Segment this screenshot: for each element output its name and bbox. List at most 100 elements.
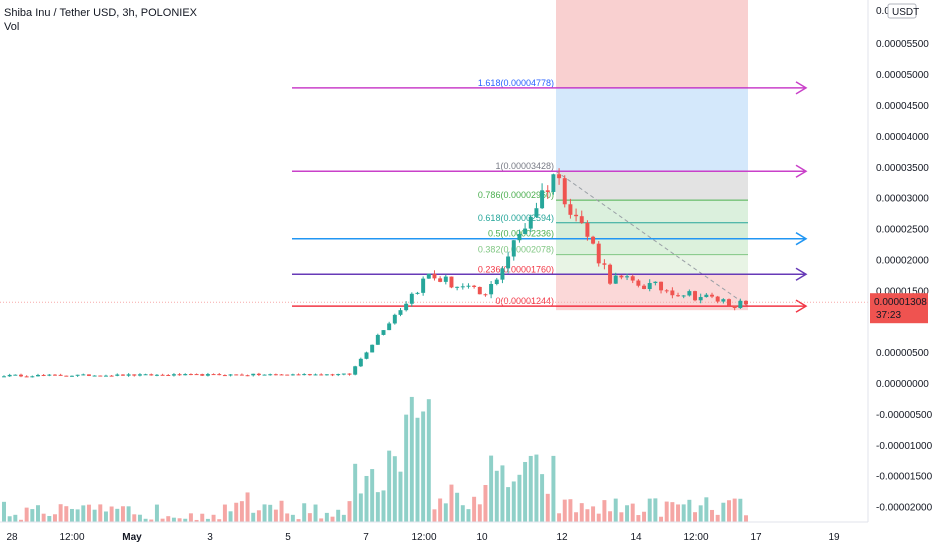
candle-body [336,374,341,376]
volume-bar [211,514,216,522]
volume-bar [574,512,579,522]
candle-body [500,268,505,280]
candle-body [302,374,307,376]
volume-bar [273,509,278,522]
ray-arrow-icon [795,267,808,281]
volume-bar [647,498,652,522]
volume-bar [528,455,533,522]
time-tick-label: 12:00 [411,532,436,543]
volume-bar [234,502,239,522]
volume-bar [188,513,193,522]
volume-bar [285,513,290,522]
candle-body [619,275,624,278]
candle-body [421,278,426,293]
candle-body [727,299,731,306]
volume-bar [330,516,335,522]
volume-bar [115,508,120,522]
volume-bar [364,475,369,522]
candle-body [602,263,607,265]
candle-body [307,374,312,376]
time-tick-label: May [122,532,142,543]
volume-bar [126,506,131,522]
candle-body [296,374,301,376]
fib-level-label: 0.5(0.00002336) [488,229,554,239]
candle-body [183,374,188,376]
current-price-badge [870,293,928,324]
candle-body [664,290,669,292]
price-tick-label: 0.00004500 [876,101,929,112]
candle-body [7,374,12,377]
candle-body [234,374,239,376]
volume-bar [540,474,545,522]
candle-body [115,374,120,376]
candle-body [636,280,641,286]
candle-body [517,233,522,241]
volume-bar [205,518,210,522]
candle-body [551,174,556,192]
candle-body [341,373,346,375]
volume-bar [256,510,261,522]
candle-body [693,291,698,301]
volume-bar [477,504,482,522]
candle-body [545,190,550,192]
volume-bar [596,513,601,522]
volume-bar [421,411,426,522]
volume-bar [132,514,137,522]
volume-bar [313,504,318,522]
candle-body [404,303,409,311]
candle-body [36,374,40,377]
volume-bar [579,503,584,522]
volume-bar [120,506,125,522]
volume-bar [426,399,431,522]
volume-bar [432,509,437,522]
candle-body [676,295,681,297]
price-tick-label: -0.00002000 [876,503,932,514]
volume-bar [704,497,709,522]
fib-level-label: 0.786(0.00002960) [478,190,554,200]
candle-body [698,297,703,301]
candle-body [381,330,386,335]
volume-bar [466,509,471,522]
price-tick-label: 0.00002500 [876,225,929,236]
volume-indicator-label[interactable]: Vol [4,21,20,33]
candle-body [534,208,539,217]
volume-bar [738,498,743,522]
candle-body [200,374,205,376]
symbol-title[interactable]: Shiba Inu / Tether USD, 3h, POLONIEX [4,7,198,19]
volume-bar [13,514,18,522]
candle-body [132,374,137,376]
candle-body [387,323,392,331]
price-tick-label: 0.00005500 [876,39,929,50]
volume-bar [375,492,380,522]
candle-body [370,344,375,353]
ray-arrow-icon [795,81,808,95]
candle-body [409,293,414,304]
fib-level-label: 1(0.00003428) [495,161,554,171]
candle-body [126,374,131,376]
ray-arrow-icon [795,164,808,178]
candle-body [222,375,227,377]
volume-bar [92,509,97,522]
volume-bar [489,455,494,522]
candle-body [540,190,545,209]
candle-body [30,376,35,378]
candle-body [149,374,154,376]
candle-body [279,374,284,376]
volume-bar [245,492,250,522]
candle-body [81,374,86,376]
fib-zone [556,238,748,255]
volume-bar [160,518,165,522]
candle-body [659,281,664,291]
volume-bar [24,507,29,522]
volume-bar [81,505,86,522]
candle-body [670,290,675,296]
candle-body [591,236,596,244]
price-axis-top-label: 0.0 [876,6,890,17]
volume-bar [251,512,256,522]
ray-arrow-icon [795,299,808,313]
chart-legend: Shiba Inu / Tether USD, 3h, POLONIEX Vol [4,6,197,34]
volume-bar [302,503,307,522]
volume-bar [183,518,188,522]
